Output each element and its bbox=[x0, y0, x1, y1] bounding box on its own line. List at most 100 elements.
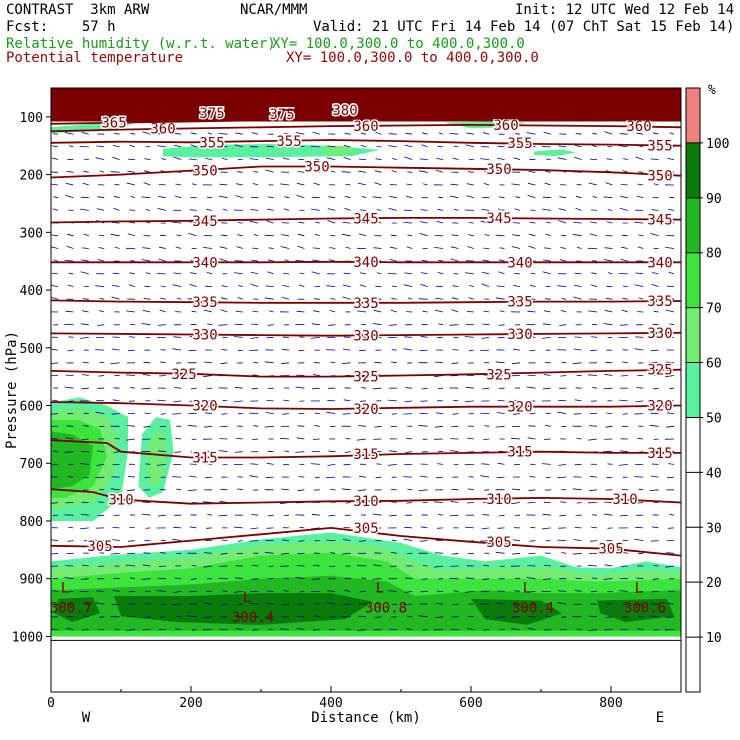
wind-vector bbox=[298, 284, 305, 287]
wind-vector bbox=[296, 310, 305, 313]
colorbar-label: 80 bbox=[706, 247, 722, 262]
y-tick-label: 100 bbox=[20, 111, 43, 126]
wind-vector bbox=[280, 183, 290, 186]
wind-vector bbox=[669, 132, 675, 135]
wind-vector bbox=[342, 296, 351, 300]
wind-vector bbox=[175, 437, 182, 440]
theta-contour-330 bbox=[51, 331, 681, 337]
wind-vector bbox=[390, 552, 397, 554]
wind-vector bbox=[143, 182, 151, 186]
wind-vector bbox=[649, 298, 659, 300]
wind-vector bbox=[543, 374, 551, 376]
wind-vector bbox=[359, 221, 367, 224]
wind-vector bbox=[51, 296, 59, 300]
wind-vector bbox=[358, 615, 367, 618]
wind-vector bbox=[496, 412, 505, 414]
wind-vector bbox=[484, 615, 490, 618]
wind-vector bbox=[620, 375, 628, 377]
wind-vector bbox=[530, 400, 536, 402]
wind-vector bbox=[268, 247, 274, 249]
wind-vector bbox=[295, 260, 305, 262]
wind-vector bbox=[284, 133, 290, 135]
wind-vector bbox=[422, 629, 428, 631]
wind-vector bbox=[141, 259, 151, 262]
wind-vector bbox=[159, 361, 166, 364]
wind-vector bbox=[527, 194, 536, 199]
wind-vector bbox=[403, 538, 413, 541]
wind-vector bbox=[99, 552, 105, 554]
wind-vector bbox=[204, 552, 213, 554]
wind-vector bbox=[326, 602, 336, 605]
wind-vector bbox=[588, 310, 598, 313]
wind-vector bbox=[481, 337, 490, 339]
wind-vector bbox=[266, 462, 274, 465]
wind-vector bbox=[326, 411, 336, 414]
wind-vector bbox=[543, 247, 551, 249]
wind-vector bbox=[235, 311, 243, 313]
wind-vector bbox=[203, 247, 213, 249]
wind-vector bbox=[375, 412, 382, 414]
x-tick-label: 800 bbox=[599, 696, 622, 711]
wind-vector bbox=[128, 475, 136, 478]
wind-vector bbox=[264, 297, 274, 300]
wind-vector bbox=[604, 564, 613, 567]
colorbar-label: 20 bbox=[706, 576, 722, 591]
wind-vector bbox=[112, 399, 120, 402]
wind-vector bbox=[51, 183, 59, 186]
wind-vector bbox=[360, 336, 367, 338]
theta-label-310: 310 bbox=[612, 492, 637, 508]
wind-vector bbox=[141, 387, 151, 390]
wind-vector bbox=[636, 577, 644, 580]
theta-contour-335 bbox=[51, 299, 681, 304]
wind-vector bbox=[97, 259, 105, 262]
wind-vector bbox=[588, 374, 598, 376]
wind-vector bbox=[543, 629, 551, 631]
wind-vector bbox=[453, 208, 459, 211]
theta-contour-320 bbox=[51, 401, 681, 410]
wind-vector bbox=[513, 413, 521, 415]
wind-vector bbox=[438, 196, 444, 199]
wind-vector bbox=[480, 603, 490, 605]
wind-vector bbox=[635, 156, 644, 160]
wind-vector bbox=[434, 247, 444, 249]
wind-vector bbox=[619, 133, 628, 135]
wind-vector bbox=[253, 171, 259, 173]
wind-vector bbox=[299, 272, 305, 275]
wind-vector bbox=[483, 310, 490, 313]
wind-vector bbox=[589, 425, 598, 427]
wind-vector bbox=[495, 616, 505, 618]
wind-vector bbox=[591, 144, 598, 148]
wind-vector bbox=[558, 399, 567, 402]
wind-vector bbox=[267, 259, 274, 262]
wind-vector bbox=[297, 615, 305, 618]
wind-vector bbox=[222, 464, 228, 466]
wind-vector bbox=[80, 196, 89, 199]
y-tick-label: 900 bbox=[20, 573, 43, 588]
wind-vector bbox=[83, 233, 89, 237]
wind-vector bbox=[80, 208, 89, 211]
wind-vector bbox=[619, 145, 628, 148]
wind-vector bbox=[560, 501, 567, 503]
wind-vector bbox=[283, 145, 290, 148]
wind-vector bbox=[265, 169, 274, 173]
wind-vector bbox=[607, 209, 613, 211]
theta-label-320: 320 bbox=[192, 399, 217, 415]
y-axis-label: Pressure (hPa) bbox=[4, 331, 20, 449]
wind-vector bbox=[251, 259, 259, 262]
wind-vector bbox=[253, 615, 259, 618]
wind-vector bbox=[236, 171, 243, 173]
wind-vector bbox=[174, 387, 182, 389]
wind-vector bbox=[572, 552, 582, 555]
wind-vector bbox=[312, 247, 320, 249]
wind-vector bbox=[437, 463, 444, 465]
wind-vector bbox=[68, 336, 74, 338]
wind-vector bbox=[513, 539, 521, 541]
wind-vector bbox=[667, 412, 675, 414]
wind-vector bbox=[249, 220, 259, 224]
colorbar-swatch-80 bbox=[686, 197, 700, 253]
wind-vector bbox=[468, 349, 474, 352]
wind-vector bbox=[418, 170, 428, 173]
wind-vector bbox=[237, 234, 243, 237]
wind-vector bbox=[559, 514, 567, 517]
wind-vector bbox=[392, 158, 397, 160]
